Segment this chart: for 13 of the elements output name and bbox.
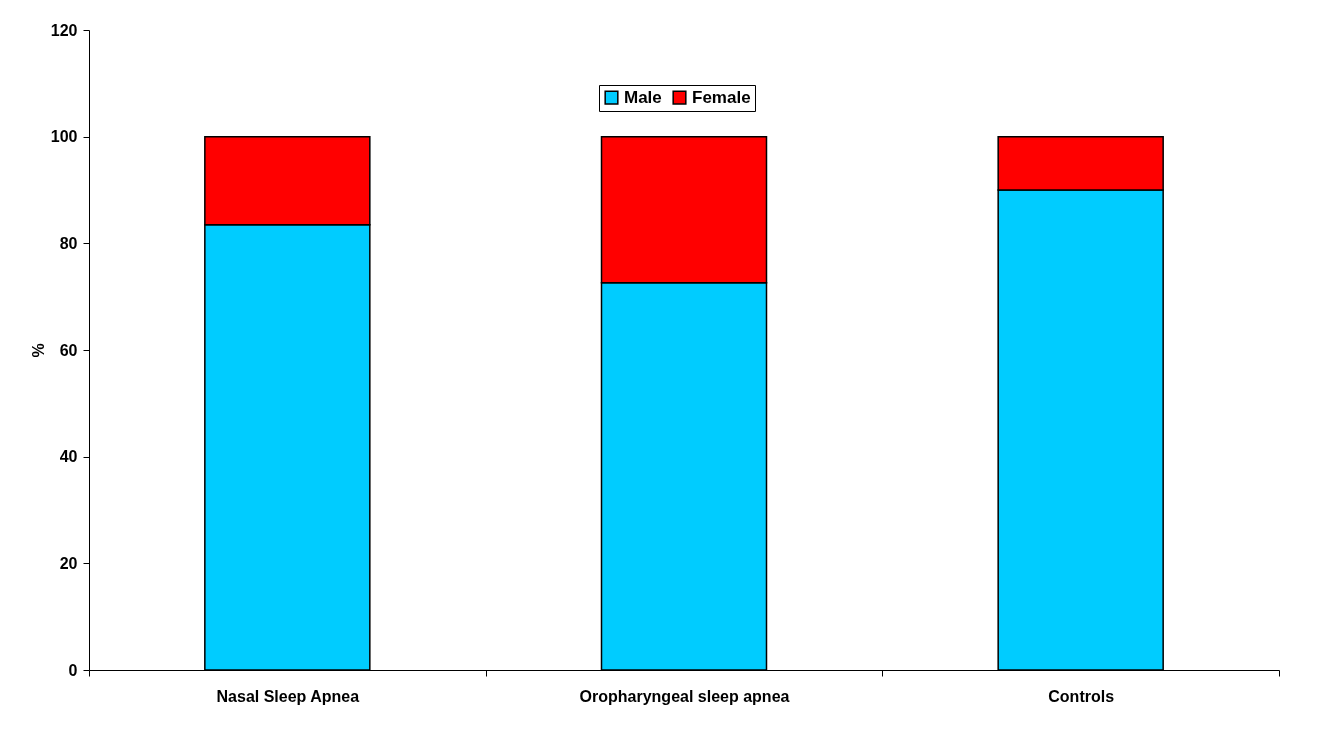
x-tick-label: Oropharyngeal sleep apnea (579, 687, 790, 705)
x-tick-label: Controls (1048, 687, 1115, 705)
y-tick-label: 100 (50, 128, 78, 146)
legend-label: Male (624, 87, 662, 107)
y-tick-label: 80 (59, 234, 78, 252)
y-tick-label: 0 (68, 661, 78, 679)
x-tick-label: Nasal Sleep Apnea (216, 687, 360, 705)
y-tick-label: 40 (59, 448, 78, 466)
y-tick-label: 20 (59, 554, 78, 572)
legend-label: Female (692, 87, 751, 107)
y-axis-title: % (29, 343, 47, 358)
y-tick-label: 120 (50, 21, 78, 39)
y-tick-label: 60 (59, 341, 78, 359)
